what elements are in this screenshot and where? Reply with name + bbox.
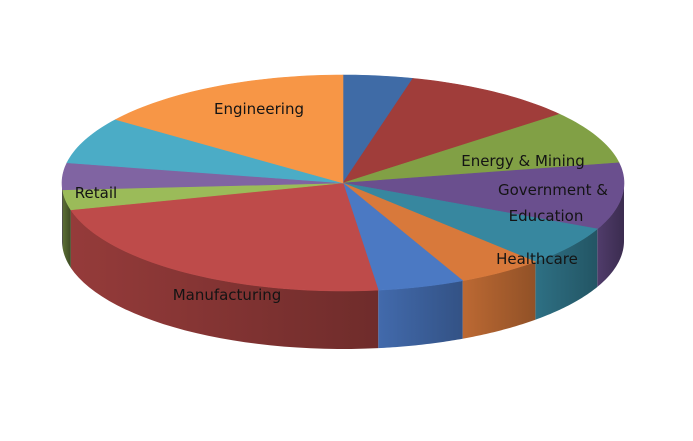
pie-side-7: [70, 209, 379, 349]
pie-side-4: [535, 228, 598, 320]
pie-labels: Energy & Mining Government & Education Heal…: [75, 100, 609, 304]
pie-slice-1: [342, 78, 561, 184]
pie-slice-9: [61, 162, 344, 191]
slice-label: Engineering: [214, 100, 304, 118]
pie-slice-3: [342, 162, 625, 230]
pie-slice-0: [342, 74, 414, 184]
slice-label: Retail: [75, 184, 117, 202]
pie-slice-2: [342, 113, 620, 184]
pie-slice-4: [342, 182, 598, 263]
slice-label: Government &: [498, 181, 608, 199]
slice-label: Healthcare: [496, 250, 578, 268]
pie-slice-6: [342, 182, 464, 291]
slice-label: Energy & Mining: [461, 152, 585, 170]
pie-side-8: [62, 189, 71, 268]
pie-side-9: [62, 183, 63, 248]
pie-slice-10: [66, 119, 344, 184]
pie-slice-8: [62, 182, 344, 211]
pie-slice-7: [70, 182, 379, 292]
pie-side-6: [378, 280, 463, 349]
pie-side-walls: [62, 183, 624, 349]
slice-label: Manufacturing: [173, 286, 282, 304]
slice-label: Education: [509, 207, 584, 225]
pie-slice-11: [114, 74, 344, 184]
pie-side-5: [462, 261, 536, 339]
pie-side-3: [597, 183, 624, 287]
pie-top-faces: [61, 74, 625, 292]
pie-slice-5: [342, 182, 537, 282]
